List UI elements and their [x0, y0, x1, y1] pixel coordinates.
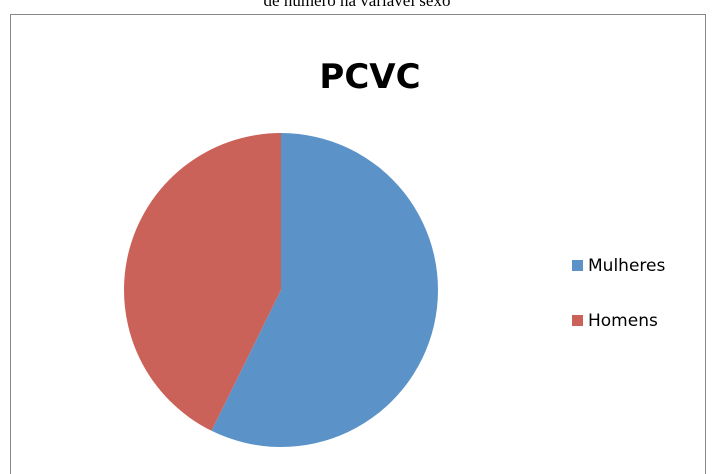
- legend-swatch: [572, 260, 583, 271]
- legend-swatch: [572, 315, 583, 326]
- legend-label: Homens: [588, 311, 658, 331]
- caption: de número na variável sexo: [264, 0, 451, 10]
- chart-title: PCVC: [319, 57, 420, 97]
- pie-slice: [211, 133, 438, 447]
- pie-slice: [123, 133, 281, 431]
- legend-label: Mulheres: [588, 256, 665, 276]
